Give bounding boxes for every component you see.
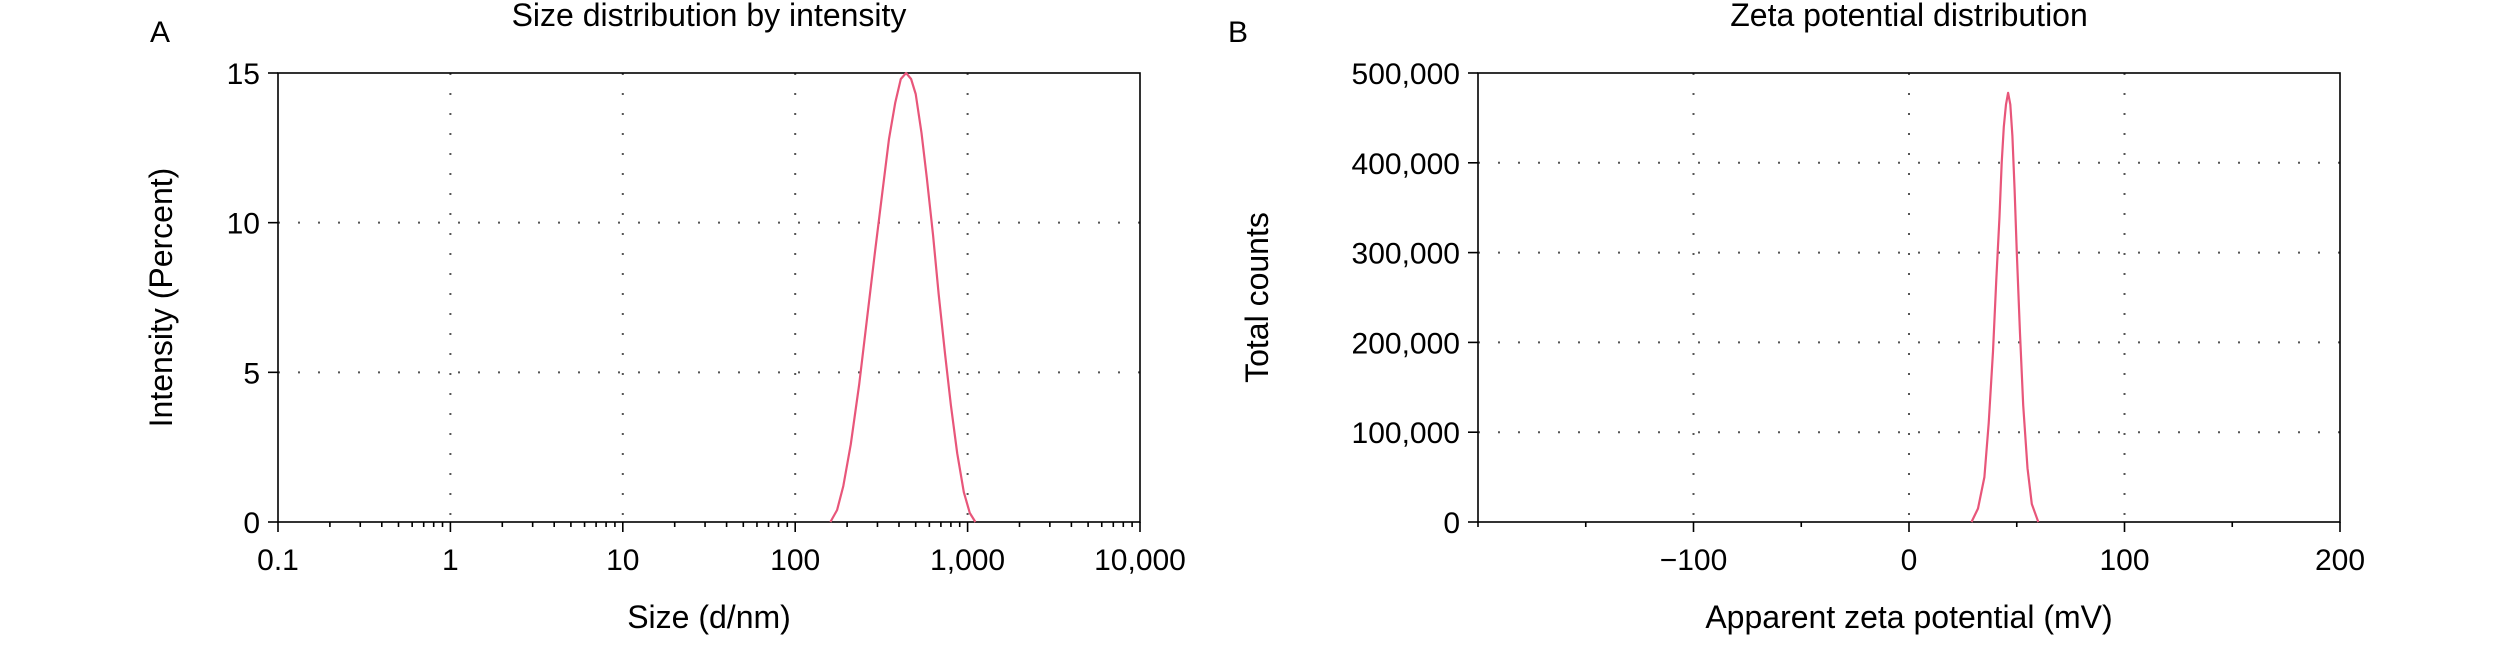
panel-b-y-tick-label: 500,000 — [1352, 58, 1460, 91]
panel-a-x-tick-label: 0.1 — [257, 544, 299, 577]
panel-b-x-tick-label: 100 — [2099, 544, 2149, 577]
panel-b-y-tick-label: 200,000 — [1352, 327, 1460, 360]
panel-a-y-axis-label: Intensity (Percent) — [143, 168, 179, 428]
panel-a-x-axis-label: Size (d/nm) — [627, 599, 791, 635]
panel-b-y-tick-label: 400,000 — [1352, 148, 1460, 181]
panel-a-x-tick-label: 10 — [606, 544, 639, 577]
panel-a-y-tick-label: 0 — [243, 507, 260, 540]
panel-b-title: Zeta potential distribution — [1730, 0, 2088, 33]
panel-b: B Zeta potential distribution −100 0 100 200 0… — [1228, 0, 2365, 635]
panel-b-y-tick-label: 300,000 — [1352, 238, 1460, 271]
panel-b-x-tick-label: −100 — [1660, 544, 1728, 577]
panel-a-x-tick-label: 1 — [442, 544, 459, 577]
panel-a-x-tick-label: 10,000 — [1094, 544, 1186, 577]
panel-a-y-tick-label: 10 — [227, 208, 260, 241]
panel-b-x-axis-label: Apparent zeta potential (mV) — [1705, 599, 2112, 635]
panel-b-series-line — [1970, 91, 2040, 523]
panel-a-plot-frame — [277, 72, 1141, 523]
panel-b-y-tick-label: 0 — [1443, 507, 1460, 540]
panel-a-series-line — [829, 71, 977, 523]
panel-a-x-tick-label: 100 — [770, 544, 820, 577]
panel-b-x-tick-label: 0 — [1901, 544, 1918, 577]
panel-a-y-tick-label: 5 — [243, 357, 260, 390]
panel-b-y-axis-label: Total counts — [1239, 212, 1275, 383]
panel-a-x-tick-label: 1,000 — [930, 544, 1005, 577]
panel-a-title: Size distribution by intensity — [512, 0, 907, 33]
panel-b-x-tick-label: 200 — [2315, 544, 2365, 577]
panel-a-y-tick-label: 15 — [227, 58, 260, 91]
panel-a-label: A — [150, 16, 170, 49]
panel-b-y-tick-label: 100,000 — [1352, 417, 1460, 450]
panel-b-label: B — [1228, 16, 1248, 49]
